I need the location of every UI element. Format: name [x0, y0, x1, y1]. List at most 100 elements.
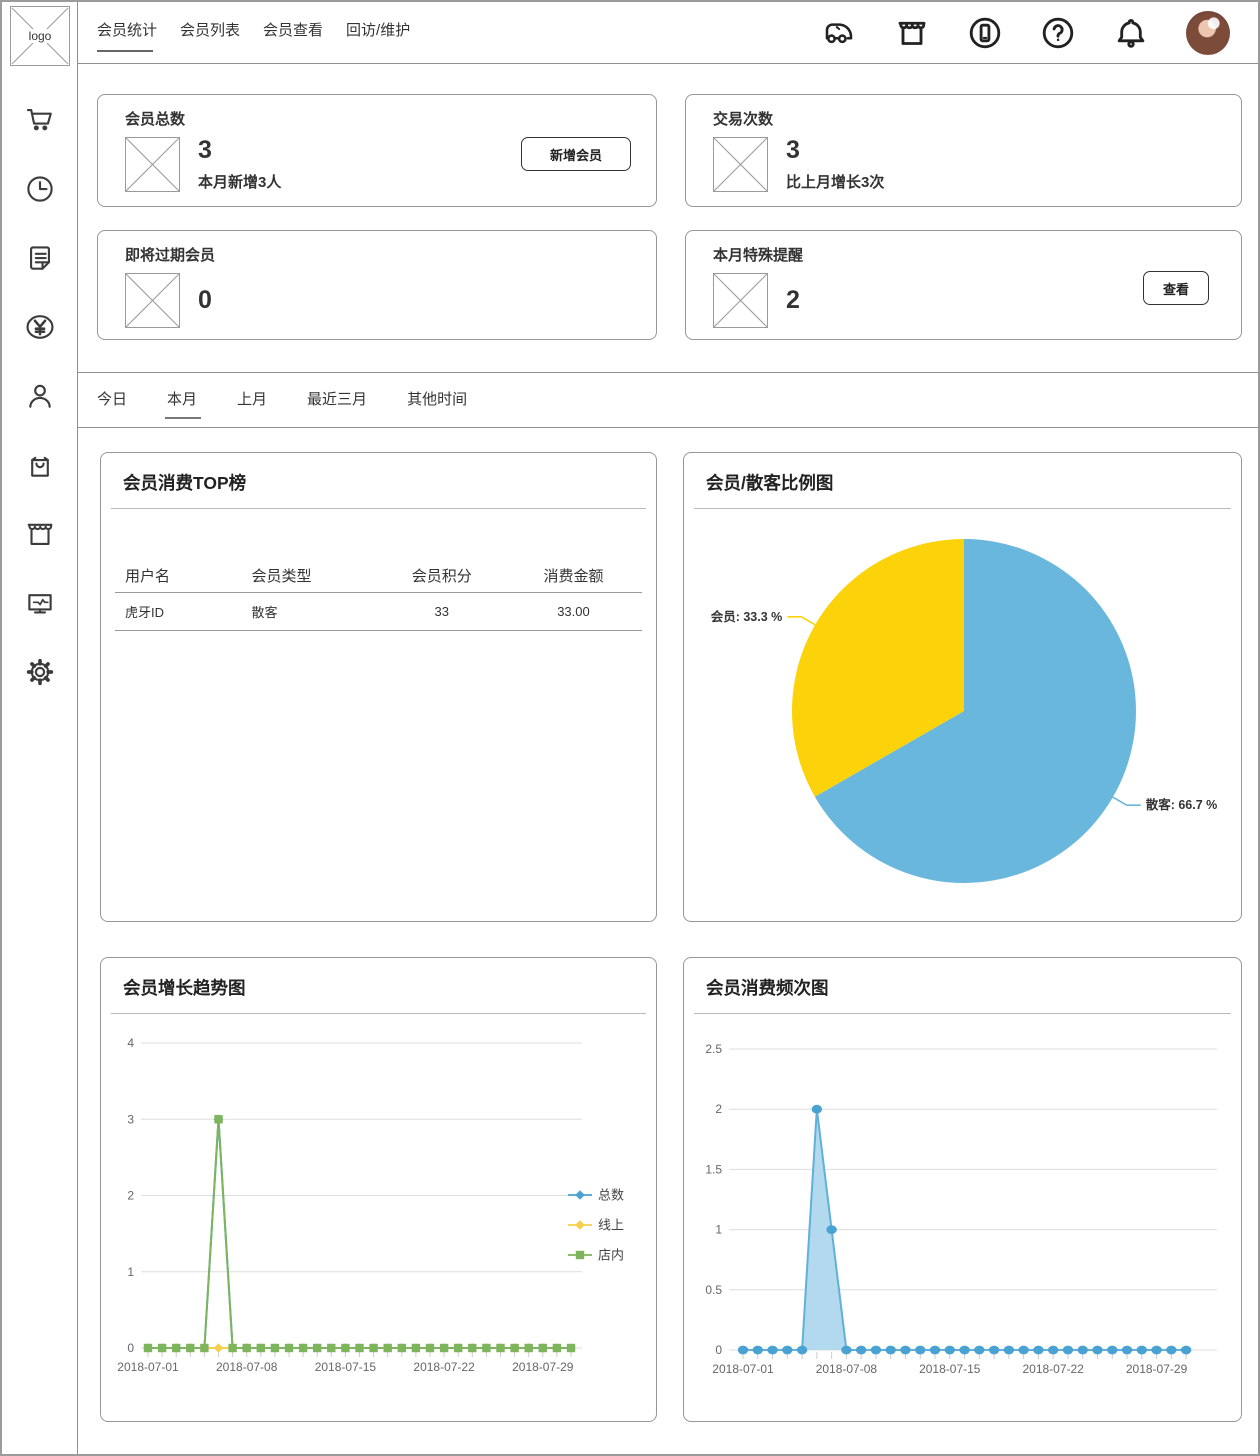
svg-text:1: 1	[715, 1223, 722, 1237]
svg-text:2.5: 2.5	[705, 1042, 722, 1056]
bell-icon[interactable]	[1113, 15, 1149, 51]
sidebar: logo	[2, 2, 78, 1454]
header-icons	[821, 10, 1258, 55]
cell-amount: 33.00	[557, 604, 590, 619]
svg-text:2018-07-15: 2018-07-15	[315, 1360, 377, 1374]
divider	[78, 372, 1258, 373]
transactions-value: 3	[786, 136, 800, 165]
reminders-value: 2	[786, 285, 800, 314]
svg-text:1: 1	[127, 1265, 134, 1279]
col-member-type: 会员类型	[251, 568, 312, 585]
member-ratio-pie-chart: 散客: 66.7 % 会员: 33.3 %	[684, 453, 1241, 921]
cell-points: 33	[434, 604, 449, 619]
col-username: 用户名	[125, 568, 171, 585]
user-icon[interactable]	[22, 378, 58, 414]
help-icon[interactable]	[1040, 15, 1076, 51]
card-title: 会员总数	[125, 111, 186, 128]
note-icon[interactable]	[22, 240, 58, 276]
gear-icon[interactable]	[22, 654, 58, 690]
store-icon[interactable]	[894, 15, 930, 51]
svg-text:2018-07-01: 2018-07-01	[712, 1362, 774, 1376]
cell-username: 虎牙ID	[125, 605, 165, 620]
tab-last-3-months[interactable]: 最近三月	[307, 391, 368, 408]
card-member-total: 会员总数 3 本月新增3人 新增会员	[97, 94, 657, 207]
card-title: 本月特殊提醒	[713, 247, 804, 264]
svg-text:2: 2	[715, 1102, 722, 1116]
tab-last-month[interactable]: 上月	[237, 391, 268, 408]
svg-text:会员: 33.3 %: 会员: 33.3 %	[711, 609, 783, 624]
svg-text:散客: 66.7 %: 散客: 66.7 %	[1146, 797, 1218, 812]
svg-text:店内: 店内	[598, 1248, 624, 1263]
clock-icon[interactable]	[22, 171, 58, 207]
panel-title: 会员增长趋势图	[123, 978, 246, 998]
svg-text:0.5: 0.5	[705, 1283, 722, 1297]
svg-text:2018-07-01: 2018-07-01	[117, 1360, 179, 1374]
svg-text:2: 2	[127, 1189, 134, 1203]
main-nav: 会员统计 会员列表 会员查看 回访/维护	[78, 13, 410, 52]
tab-this-month[interactable]: 本月	[165, 388, 202, 421]
yuan-icon[interactable]	[22, 309, 58, 345]
panel-title: 会员消费TOP榜	[123, 473, 247, 493]
cart-icon[interactable]	[22, 102, 58, 138]
svg-text:4: 4	[127, 1036, 134, 1050]
svg-text:2018-07-15: 2018-07-15	[919, 1362, 981, 1376]
phone-icon[interactable]	[967, 15, 1003, 51]
svg-text:1.5: 1.5	[705, 1162, 722, 1176]
svg-text:2018-07-08: 2018-07-08	[216, 1360, 278, 1374]
panel-member-growth: 会员增长趋势图 0 1 2 3 4 2018-07-01 2018-07-08 2018-07…	[100, 957, 657, 1422]
avatar[interactable]	[1186, 10, 1230, 55]
panel-consumption-frequency: 0 0.5 1 1.5 2 2.5 2018-07-01 2018-07-08 2018-07-…	[683, 957, 1242, 1422]
pie-slice-会员	[792, 539, 964, 797]
monitor-icon[interactable]	[22, 585, 58, 621]
card-title: 即将过期会员	[125, 247, 216, 264]
nav-member-list[interactable]: 会员列表	[180, 22, 241, 39]
tab-other-time[interactable]: 其他时间	[407, 391, 468, 408]
nav-member-stats[interactable]: 会员统计	[97, 13, 157, 52]
add-member-button[interactable]: 新增会员	[521, 137, 631, 171]
panel-title: 会员/散客比例图	[706, 473, 834, 493]
tab-today[interactable]: 今日	[97, 391, 128, 408]
svg-text:0: 0	[715, 1343, 722, 1357]
card-special-reminders: 本月特殊提醒 2 查看	[685, 230, 1242, 340]
svg-text:0: 0	[127, 1341, 134, 1355]
store-icon[interactable]	[22, 516, 58, 552]
logo-text: logo	[25, 29, 55, 43]
svg-text:2018-07-08: 2018-07-08	[816, 1362, 878, 1376]
member-growth-line-chart: 0 1 2 3 4 2018-07-01 2018-07-08 2018-07-15 2018-…	[101, 958, 656, 1421]
panel-member-ratio: 会员/散客比例图 散客: 66.7 % 会员: 33.3 %	[683, 452, 1242, 922]
member-total-sub: 本月新增3人	[198, 173, 282, 191]
svg-text:2018-07-22: 2018-07-22	[1022, 1362, 1084, 1376]
member-total-value: 3	[198, 136, 212, 165]
image-placeholder	[125, 137, 180, 192]
divider	[78, 427, 1258, 428]
svg-text:2018-07-29: 2018-07-29	[1126, 1362, 1188, 1376]
panel-consumption-top: 会员消费TOP榜 用户名 会员类型 会员积分 消费金额 虎牙ID 散客 33 3…	[100, 452, 657, 922]
bag-icon[interactable]	[22, 447, 58, 483]
cell-member-type: 散客	[251, 605, 278, 620]
svg-text:线上: 线上	[598, 1218, 624, 1233]
expiring-value: 0	[198, 285, 212, 314]
svg-text:2018-07-22: 2018-07-22	[413, 1360, 475, 1374]
col-points: 会员积分	[411, 568, 472, 585]
top-table: 用户名 会员类型 会员积分 消费金额 虎牙ID 散客 33 33.00	[115, 559, 642, 631]
logo[interactable]: logo	[10, 6, 70, 66]
view-button[interactable]: 查看	[1143, 271, 1209, 305]
truck-icon[interactable]	[821, 15, 857, 51]
col-amount: 消费金额	[543, 568, 604, 585]
sidebar-menu	[2, 102, 77, 690]
time-tabs: 今日 本月 上月 最近三月 其他时间	[97, 388, 467, 421]
nav-followup[interactable]: 回访/维护	[346, 22, 411, 39]
nav-member-view[interactable]: 会员查看	[263, 22, 324, 39]
image-placeholder	[713, 273, 768, 328]
panel-title: 会员消费频次图	[706, 978, 829, 998]
svg-text:总数: 总数	[598, 1188, 624, 1203]
image-placeholder	[713, 137, 768, 192]
pie-slice-散客	[814, 539, 1136, 883]
consumption-frequency-chart: 0 0.5 1 1.5 2 2.5 2018-07-01 2018-07-08 2018-07-…	[684, 958, 1241, 1421]
transactions-sub: 比上月增长3次	[786, 173, 885, 191]
top-header: 会员统计 会员列表 会员查看 回访/维护	[78, 2, 1258, 64]
svg-text:2018-07-29: 2018-07-29	[512, 1360, 574, 1374]
card-title: 交易次数	[713, 111, 774, 128]
card-expiring-members: 即将过期会员 0	[97, 230, 657, 340]
